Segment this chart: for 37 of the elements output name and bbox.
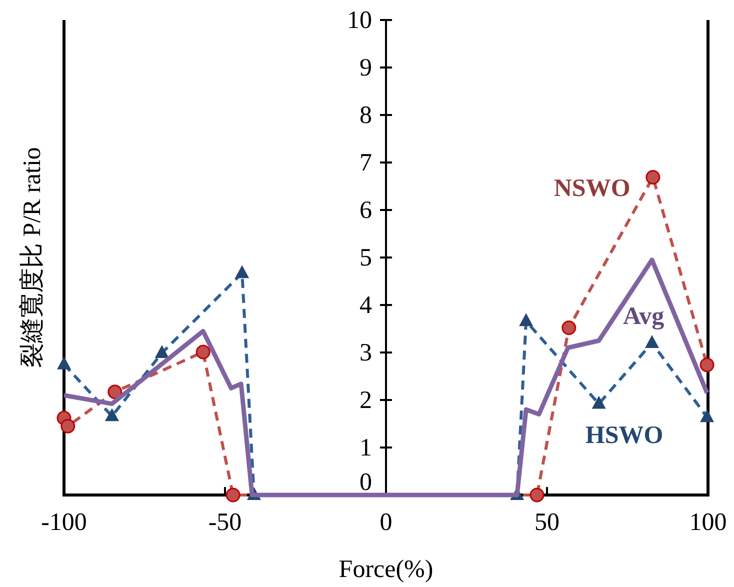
point <box>226 488 240 502</box>
point <box>60 418 76 434</box>
y-tick-label: 2 <box>360 387 372 414</box>
x-tick-label: 0 <box>380 509 392 536</box>
point <box>108 384 122 400</box>
point <box>104 408 119 422</box>
y-tick-label: 8 <box>360 102 372 129</box>
x-tick-label: -100 <box>41 509 87 536</box>
y-tick-label: 3 <box>360 340 372 366</box>
y-tick-label: 6 <box>360 197 372 224</box>
y-tick-label: 1 <box>360 434 372 462</box>
x-tick-label: 50 <box>534 509 560 536</box>
point <box>700 358 714 372</box>
y-tick-label: 0 <box>360 469 372 496</box>
point <box>530 488 544 502</box>
series-label: HSWO <box>585 422 664 449</box>
y-tick-label: 10 <box>347 7 372 34</box>
point <box>519 313 534 326</box>
x-tick-label: 100 <box>689 509 727 536</box>
y-tick-label: 9 <box>360 54 372 82</box>
point <box>154 344 169 358</box>
point <box>235 265 250 278</box>
point <box>592 396 606 409</box>
point <box>700 409 714 422</box>
y-axis-title: 裂縫寬度比 P/R ratio <box>18 147 46 368</box>
x-axis-title: Force(%) <box>338 556 434 583</box>
series-label: Avg <box>623 303 665 330</box>
point <box>196 344 210 360</box>
y-tick-label: 4 <box>360 292 372 319</box>
x-tick-label: -50 <box>208 509 242 536</box>
series-label: NSWO <box>554 174 630 202</box>
y-tick-label: 5 <box>360 244 372 272</box>
point <box>644 335 659 348</box>
point <box>57 356 71 370</box>
point <box>562 320 576 336</box>
y-tick-label: 7 <box>360 150 372 176</box>
point <box>646 170 660 184</box>
